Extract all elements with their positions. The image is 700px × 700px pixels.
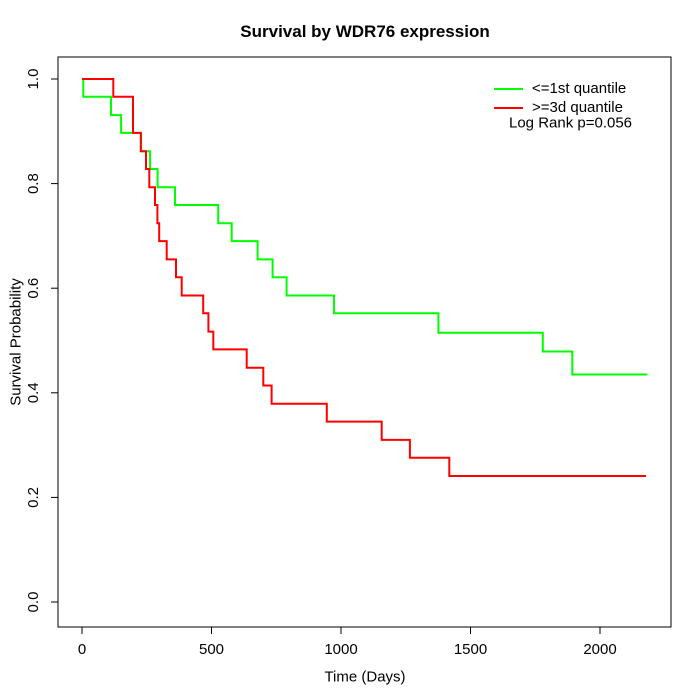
x-axis-title: Time (Days)	[324, 668, 406, 686]
legend-label-low-expression: <=1st quantile	[532, 80, 627, 97]
x-tick-label: 0	[78, 641, 86, 658]
y-tick-label: 1.0	[25, 69, 42, 90]
y-tick-label: 0.2	[25, 487, 42, 508]
y-tick-label: 0.0	[25, 592, 42, 613]
legend: <=1st quantile >=3d quantile	[494, 79, 626, 117]
y-axis-title: Survival Probability	[7, 278, 25, 406]
legend-label-high-expression: >=3d quantile	[532, 99, 623, 116]
legend-item-low-expression: <=1st quantile	[494, 79, 626, 98]
log-rank-annotation: Log Rank p=0.056	[509, 114, 633, 132]
x-tick-label: 500	[199, 641, 224, 658]
plot-border	[57, 56, 672, 628]
chart-title: Survival by WDR76 expression	[240, 22, 490, 41]
y-tick-label: 0.6	[25, 278, 42, 299]
x-tick-label: 1000	[324, 641, 357, 658]
y-tick-label: 0.4	[25, 382, 42, 403]
survival-curve-low-expression	[82, 78, 648, 376]
legend-item-high-expression: >=3d quantile	[494, 98, 626, 117]
y-tick-label: 0.8	[25, 173, 42, 194]
x-tick-label: 1500	[454, 641, 487, 658]
x-tick-label: 2000	[583, 641, 616, 658]
legend-line-red	[494, 106, 523, 109]
legend-line-green	[494, 87, 523, 90]
survival-curve-high-expression	[82, 78, 647, 477]
